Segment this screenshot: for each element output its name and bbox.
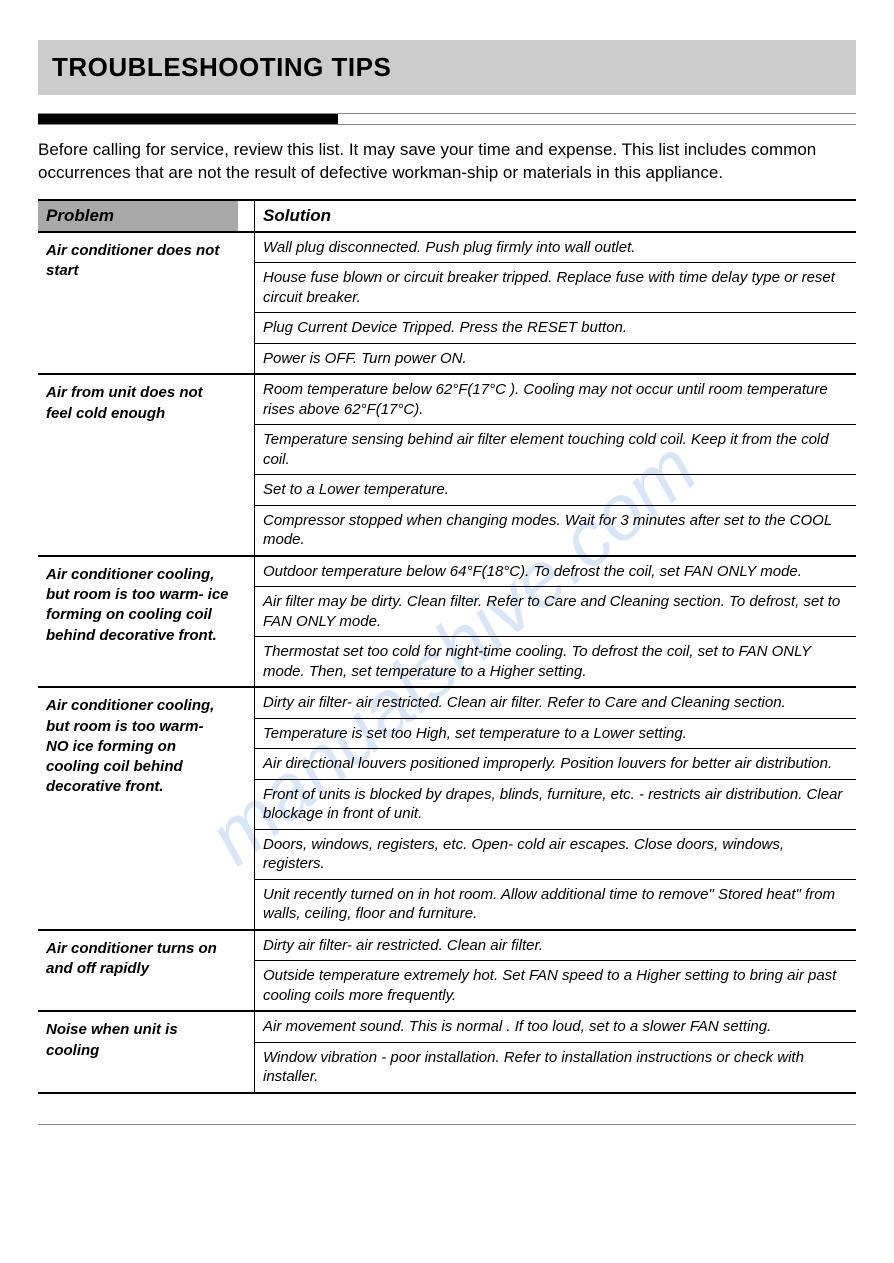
troubleshooting-table: Problem Solution Air conditioner does no… (38, 199, 856, 1126)
spacer-cell (238, 930, 255, 1012)
table-row: Noise when unit is coolingAir movement s… (38, 1011, 856, 1042)
table-row: Air conditioner cooling, but room is too… (38, 687, 856, 718)
solution-cell: Outside temperature extremely hot. Set F… (255, 961, 857, 1012)
solution-cell: Air filter may be dirty. Clean filter. R… (255, 587, 857, 637)
spacer-cell (238, 374, 255, 556)
table-row: Air from unit does not feel cold enoughR… (38, 374, 856, 425)
spacer-cell (238, 556, 255, 688)
solution-cell: Doors, windows, registers, etc. Open- co… (255, 829, 857, 879)
problem-cell: Air conditioner turns on and off rapidly (38, 930, 238, 1012)
solution-cell: Temperature sensing behind air filter el… (255, 425, 857, 475)
solution-cell: Unit recently turned on in hot room. All… (255, 879, 857, 930)
spacer-cell (238, 687, 255, 930)
col-header-gap (238, 200, 255, 232)
solution-cell: House fuse blown or circuit breaker trip… (255, 263, 857, 313)
table-row: Air conditioner does not startWall plug … (38, 232, 856, 263)
table-row: Air conditioner cooling, but room is too… (38, 556, 856, 587)
problem-cell: Air conditioner does not start (38, 232, 238, 375)
intro-text: Before calling for service, review this … (38, 139, 856, 185)
divider-row (38, 113, 856, 125)
solution-cell: Front of units is blocked by drapes, bli… (255, 779, 857, 829)
table-row: Air conditioner turns on and off rapidly… (38, 930, 856, 961)
problem-cell: Air conditioner cooling, but room is too… (38, 687, 238, 930)
col-header-problem: Problem (38, 200, 238, 232)
solution-cell: Dirty air filter- air restricted. Clean … (255, 687, 857, 718)
solution-cell: Dirty air filter- air restricted. Clean … (255, 930, 857, 961)
title-bar: TROUBLESHOOTING TIPS (38, 40, 856, 95)
problem-cell: Air conditioner cooling, but room is too… (38, 556, 238, 688)
problem-cell: Noise when unit is cooling (38, 1011, 238, 1093)
black-strip (38, 114, 338, 124)
page-title: TROUBLESHOOTING TIPS (52, 52, 842, 83)
footer-row (38, 1093, 856, 1125)
solution-cell: Wall plug disconnected. Push plug firmly… (255, 232, 857, 263)
solution-cell: Power is OFF. Turn power ON. (255, 343, 857, 374)
problem-cell: Air from unit does not feel cold enough (38, 374, 238, 556)
solution-cell: Compressor stopped when changing modes. … (255, 505, 857, 556)
spacer-cell (238, 232, 255, 375)
solution-cell: Window vibration - poor installation. Re… (255, 1042, 857, 1093)
solution-cell: Thermostat set too cold for night-time c… (255, 637, 857, 688)
solution-cell: Set to a Lower temperature. (255, 475, 857, 506)
solution-cell: Air directional louvers positioned impro… (255, 749, 857, 780)
solution-cell: Room temperature below 62°F(17°C ). Cool… (255, 374, 857, 425)
footer-cell (38, 1093, 856, 1125)
solution-cell: Plug Current Device Tripped. Press the R… (255, 313, 857, 344)
spacer-cell (238, 1011, 255, 1093)
solution-cell: Temperature is set too High, set tempera… (255, 718, 857, 749)
solution-cell: Outdoor temperature below 64°F(18°C). To… (255, 556, 857, 587)
solution-cell: Air movement sound. This is normal . If … (255, 1011, 857, 1042)
col-header-solution: Solution (255, 200, 857, 232)
